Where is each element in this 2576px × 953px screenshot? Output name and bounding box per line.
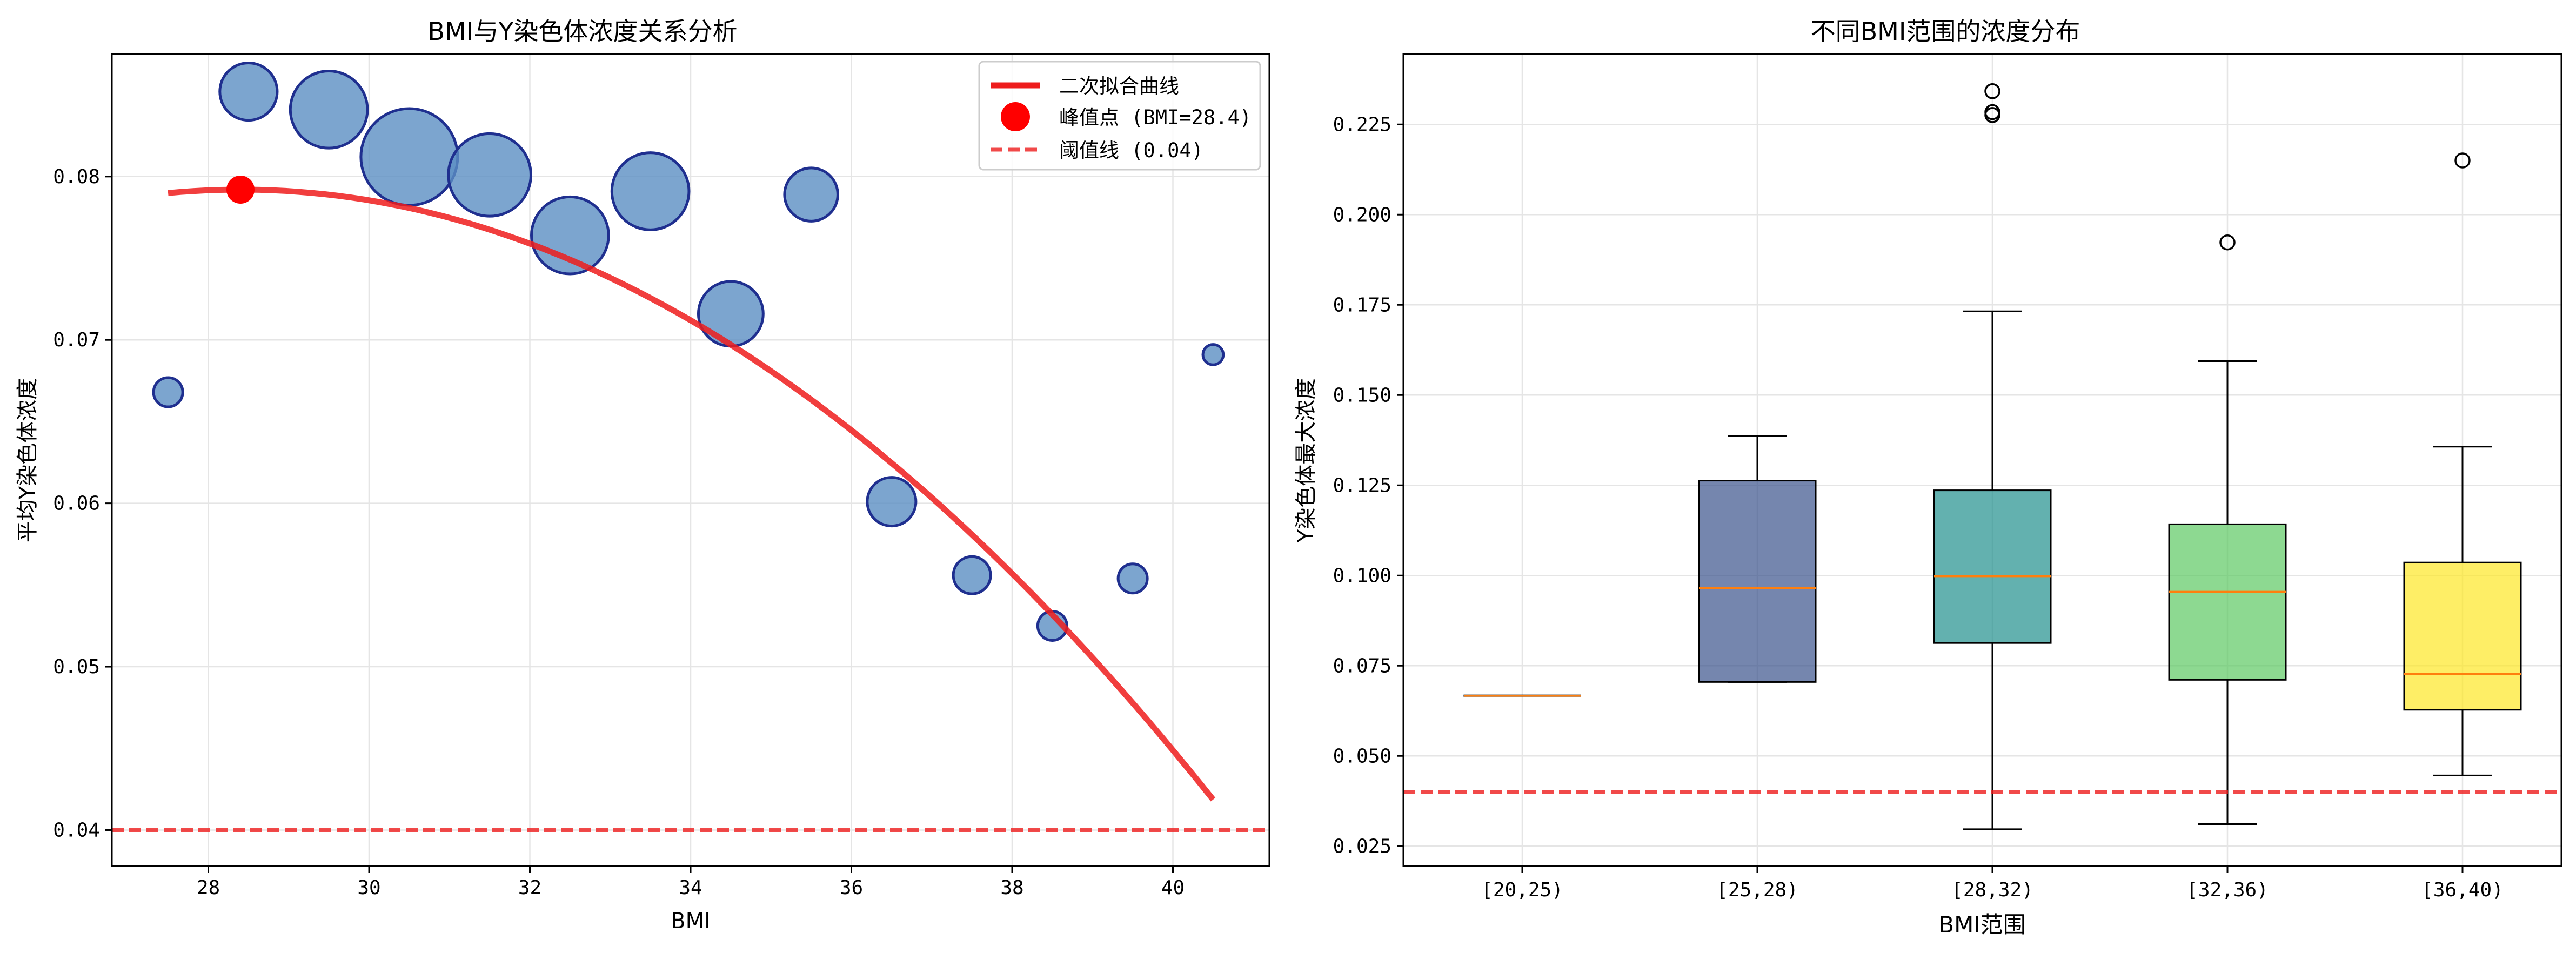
boxplot-y-tick-label: 0.200 [1333,204,1391,226]
boxplot-y-tick-label: 0.100 [1333,565,1391,587]
boxplot-x-tick-label: [28,32) [1951,879,2033,901]
scatter-point [697,280,765,348]
boxplot-x-tick-label: [32,36) [2186,879,2269,901]
scatter-point [952,555,992,595]
box-4 [2403,152,2522,776]
scatter-x-tick-label: 30 [357,877,380,899]
box-0 [1463,694,1581,697]
scatter-point [1201,343,1225,366]
scatter-y-tick-label: 0.05 [53,656,100,678]
scatter-y-axis-label: 平均Y染色体浓度 [15,378,40,542]
scatter-y-tick-label: 0.07 [53,329,100,351]
boxplot-y-tick-label: 0.050 [1333,745,1391,767]
scatter-point [359,107,459,207]
boxplot-x-axis-label: BMI范围 [1938,911,2025,938]
legend-threshold-label: 阈值线 (0.04) [1059,139,1203,162]
boxplot-plot-frame [1402,53,2562,867]
scatter-x-axis-label: BMI [671,909,711,934]
boxplot-y-axis-label: Y染色体最大浓度 [1294,378,1319,543]
scatter-y-tick-label: 0.06 [53,493,100,515]
scatter-x-tick-label: 28 [197,877,220,899]
boxplot-panel: 不同BMI范围的浓度分布 [20,25) [25,28) [28,32) [32,36… [1294,17,2562,938]
scatter-x-tick-label: 32 [518,877,541,899]
box-body [2403,561,2522,711]
scatter-y-tick-label: 0.08 [53,166,100,188]
box-1 [1698,435,1817,683]
legend-frame [978,61,1261,171]
scatter-x-tick-label: 40 [1161,877,1185,899]
scatter-panel: BMI与Y染色体浓度关系分析 28 30 32 34 36 38 40 0.04 0.05 0.… [15,17,1270,934]
box-outlier [2454,152,2471,169]
box-outlier [1984,104,2000,120]
scatter-legend: 二次拟合曲线 峰值点 (BMI=28.4) 阈值线 (0.04) [978,61,1261,171]
scatter-point [783,166,839,223]
scatter-x-tick-label: 36 [840,877,863,899]
scatter-x-tick-label: 34 [679,877,702,899]
scatter-point [289,69,369,150]
box-body [1933,489,2052,644]
legend-peak-label: 峰值点 (BMI=28.4) [1059,106,1252,129]
scatter-point [218,61,279,122]
scatter-y-tick-label: 0.04 [53,819,100,841]
boxplot-y-tick-label: 0.150 [1333,384,1391,406]
box-outlier [1984,83,2000,99]
legend-fit-label: 二次拟合曲线 [1059,75,1179,98]
box-outlier [2219,234,2236,251]
fit-curve [168,186,1216,802]
box-body [1698,480,1817,683]
boxplot-y-tick-label: 0.225 [1333,113,1391,136]
peak-point [226,176,255,204]
box-body [2168,523,2287,681]
boxplot-x-tick-label: [20,25) [1481,879,1563,901]
boxplot-y-tick-label: 0.075 [1333,655,1391,677]
legend-peak-swatch [1001,102,1030,131]
box-2 [1933,83,2052,830]
boxplot-title: 不同BMI范围的浓度分布 [1811,17,2080,46]
boxplot-y-tick-label: 0.175 [1333,294,1391,316]
scatter-point [152,376,184,408]
scatter-point [866,476,918,528]
boxplot-x-tick-label: [25,28) [1716,879,1798,901]
scatter-title: BMI与Y染色体浓度关系分析 [428,17,738,46]
scatter-point [447,132,532,218]
boxplot-x-tick-label: [36,40) [2421,879,2504,901]
box-3 [2168,234,2287,826]
scatter-x-tick-label: 38 [1000,877,1023,899]
boxplot-y-tick-label: 0.025 [1333,835,1391,857]
scatter-point [1116,562,1149,595]
boxplot-y-tick-label: 0.125 [1333,474,1391,496]
scatter-point [610,151,691,231]
